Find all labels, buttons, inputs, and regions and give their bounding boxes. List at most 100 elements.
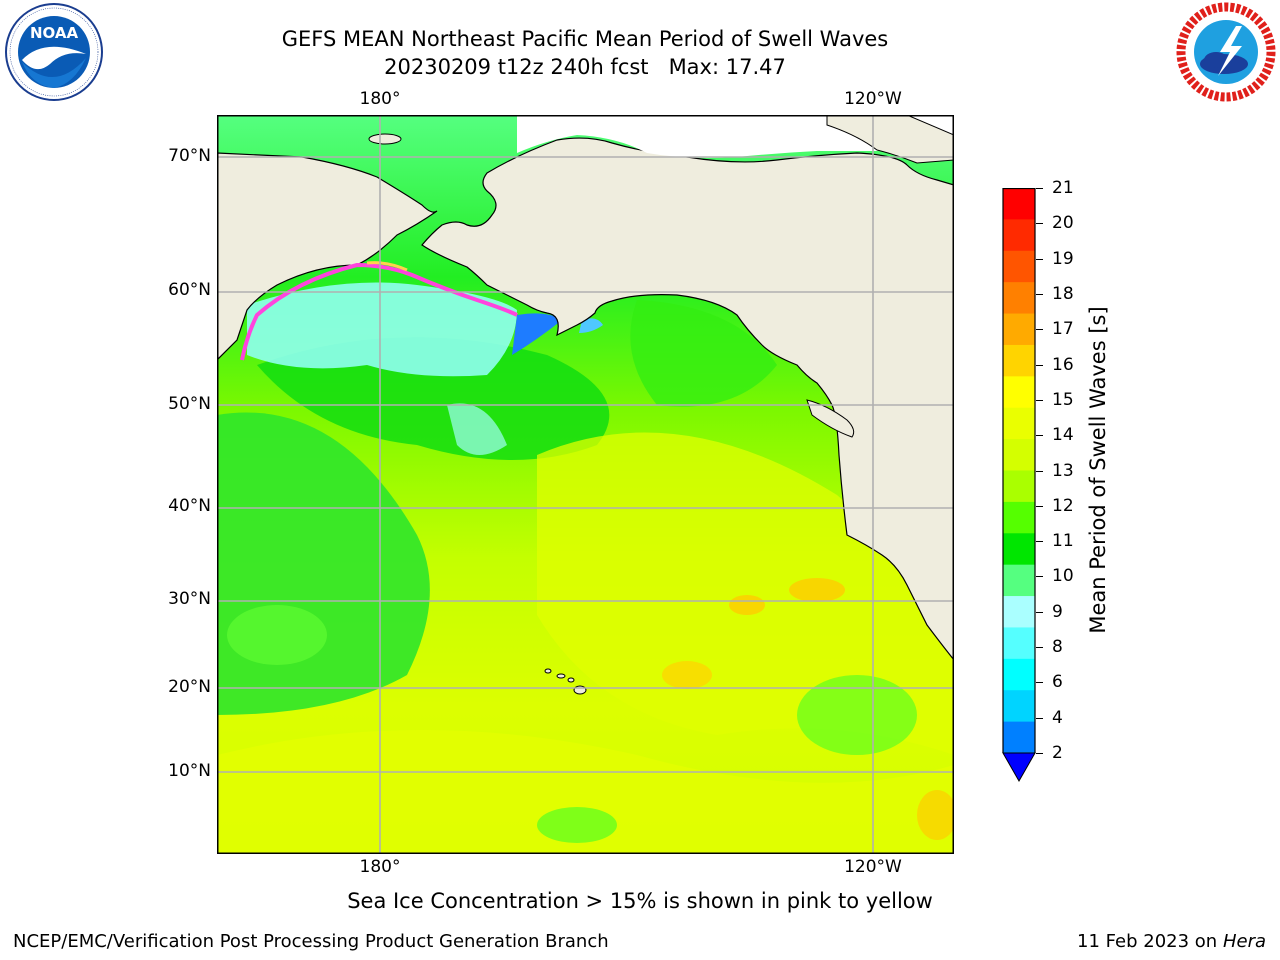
colorbar-tick-label: 18 [1052, 283, 1074, 304]
blue-region-kodiak [579, 318, 603, 333]
colorbar-tick-label: 20 [1052, 213, 1074, 234]
colorbar-tick-label: 21 [1052, 178, 1074, 198]
colorbar-tick-label: 12 [1052, 495, 1074, 516]
colorbar-tick-label: 6 [1052, 672, 1063, 693]
land-alaska-canada [421, 137, 954, 661]
colorbar-extend-triangle [1002, 752, 1036, 783]
lon-label-top-180: 180° [359, 89, 401, 109]
footer-timestamp: 11 Feb 2023 on Hera [1077, 931, 1266, 952]
lon-label-top-120w: 120°W [844, 89, 902, 109]
colorbar-tick-label: 11 [1052, 531, 1074, 552]
svg-text:NOAA: NOAA [30, 24, 79, 42]
colorbar-bin [1003, 690, 1035, 723]
colorbar-tick-label: 2 [1052, 743, 1063, 763]
green-eddy-3 [227, 605, 327, 665]
colorbar-tick-mark [1036, 293, 1043, 295]
colorbar-tick-label: 15 [1052, 389, 1074, 410]
lat-label-60n: 60°N [168, 280, 211, 300]
colorbar-tick-mark [1036, 576, 1043, 578]
land-siberia [217, 152, 438, 361]
colorbar-tick-mark [1036, 647, 1043, 649]
sea-ice-margin [240, 262, 518, 361]
colorbar-tick-mark [1036, 399, 1043, 401]
lat-label-70n: 70°N [168, 146, 211, 166]
graticule [217, 115, 954, 854]
colorbar-tick-label: 17 [1052, 319, 1074, 340]
orange-patch-3 [662, 661, 712, 689]
colorbar-tick-mark [1036, 611, 1043, 613]
colorbar-tick-label: 19 [1052, 248, 1074, 269]
colorbar-tick-mark [1036, 364, 1043, 366]
map-panel [217, 115, 954, 854]
colorbar-tick-label: 16 [1052, 354, 1074, 375]
colorbar-tick-label: 9 [1052, 601, 1063, 622]
green-eddy-2 [797, 675, 917, 755]
colorbar-tick-label: 13 [1052, 460, 1074, 481]
colorbar-tick-label: 10 [1052, 566, 1074, 587]
sea-ice-note: Sea Ice Concentration > 15% is shown in … [347, 889, 933, 913]
lat-label-30n: 30°N [168, 589, 211, 609]
map-title: GEFS MEAN Northeast Pacific Mean Period … [281, 27, 889, 51]
colorbar-bin [1003, 596, 1035, 628]
green-eddy-1 [537, 807, 617, 843]
colorbar-bin [1003, 439, 1035, 471]
colorbar-tick-mark [1036, 753, 1043, 754]
colorbar-bin [1003, 376, 1035, 409]
hawaiian-islands [544, 668, 587, 695]
blue-region-alaska-peninsula [512, 313, 562, 355]
lon-label-bottom-180: 180° [359, 857, 401, 877]
colorbar-tick-mark [1036, 258, 1043, 260]
footer-machine: Hera [1222, 931, 1266, 952]
colorbar-tick-mark [1036, 435, 1043, 437]
land-arctic-islands [826, 115, 954, 164]
green-region-east [630, 300, 777, 407]
map-frame [217, 115, 954, 854]
colorbar-bin [1003, 344, 1035, 377]
colorbar-tick-mark [1036, 188, 1043, 189]
footer-credit: NCEP/EMC/Verification Post Processing Pr… [13, 931, 609, 952]
sea-ice-edge-yellow [366, 261, 408, 272]
orange-patch-1 [789, 578, 845, 602]
colorbar [1002, 187, 1036, 783]
cyan-region-mid [447, 403, 507, 455]
footer-date: 11 Feb 2023 on [1077, 931, 1218, 952]
land-st-lawrence-island [368, 133, 402, 145]
lat-label-20n: 20°N [168, 677, 211, 697]
colorbar-bin [1003, 407, 1035, 440]
colorbar-bin [1003, 219, 1035, 252]
colorbar-tick-mark [1036, 682, 1043, 684]
noaa-logo: NOAA [4, 2, 104, 102]
colorbar-tick-mark [1036, 717, 1043, 719]
lat-label-40n: 40°N [168, 496, 211, 516]
colorbar-tick-label: 14 [1052, 425, 1074, 446]
colorbar-label: Mean Period of Swell Waves [s] [1086, 306, 1110, 634]
colorbar-bin [1003, 721, 1035, 754]
orange-patch-4 [917, 790, 954, 840]
nws-logo [1176, 2, 1276, 102]
colorbar-bin [1003, 250, 1035, 283]
lat-label-50n: 50°N [168, 394, 211, 414]
colorbar-bin [1003, 533, 1035, 566]
colorbar-tick-label: 8 [1052, 637, 1063, 658]
colorbar-tick-mark [1036, 223, 1043, 225]
colorbar-bin [1003, 501, 1035, 534]
colorbar-tick-mark [1036, 505, 1043, 507]
map-subtitle: 20230209 t12z 240h fcst Max: 17.47 [384, 55, 786, 79]
colorbar-tick-mark [1036, 329, 1043, 331]
green-region-central [257, 337, 610, 460]
colorbar-ticks: 21 20 19 18 17 16 15 14 13 12 11 10 9 8 6 4 2 [1036, 178, 1080, 778]
colorbar-tick-label: 4 [1052, 707, 1063, 728]
colorbar-bin [1003, 658, 1035, 691]
lat-label-10n: 10°N [168, 761, 211, 781]
colorbar-bin [1003, 627, 1035, 660]
colorbar-bin [1003, 564, 1035, 597]
colorbar-bin [1003, 282, 1035, 315]
colorbar-bin [1003, 313, 1035, 346]
yellow-region-south [217, 730, 954, 854]
colorbar-bin [1003, 188, 1035, 220]
colorbar-frame [1002, 187, 1036, 753]
colorbar-bin [1003, 470, 1035, 503]
land-vancouver-island [806, 399, 855, 438]
orange-patch-2 [729, 595, 765, 615]
lon-label-bottom-120w: 120°W [844, 857, 902, 877]
